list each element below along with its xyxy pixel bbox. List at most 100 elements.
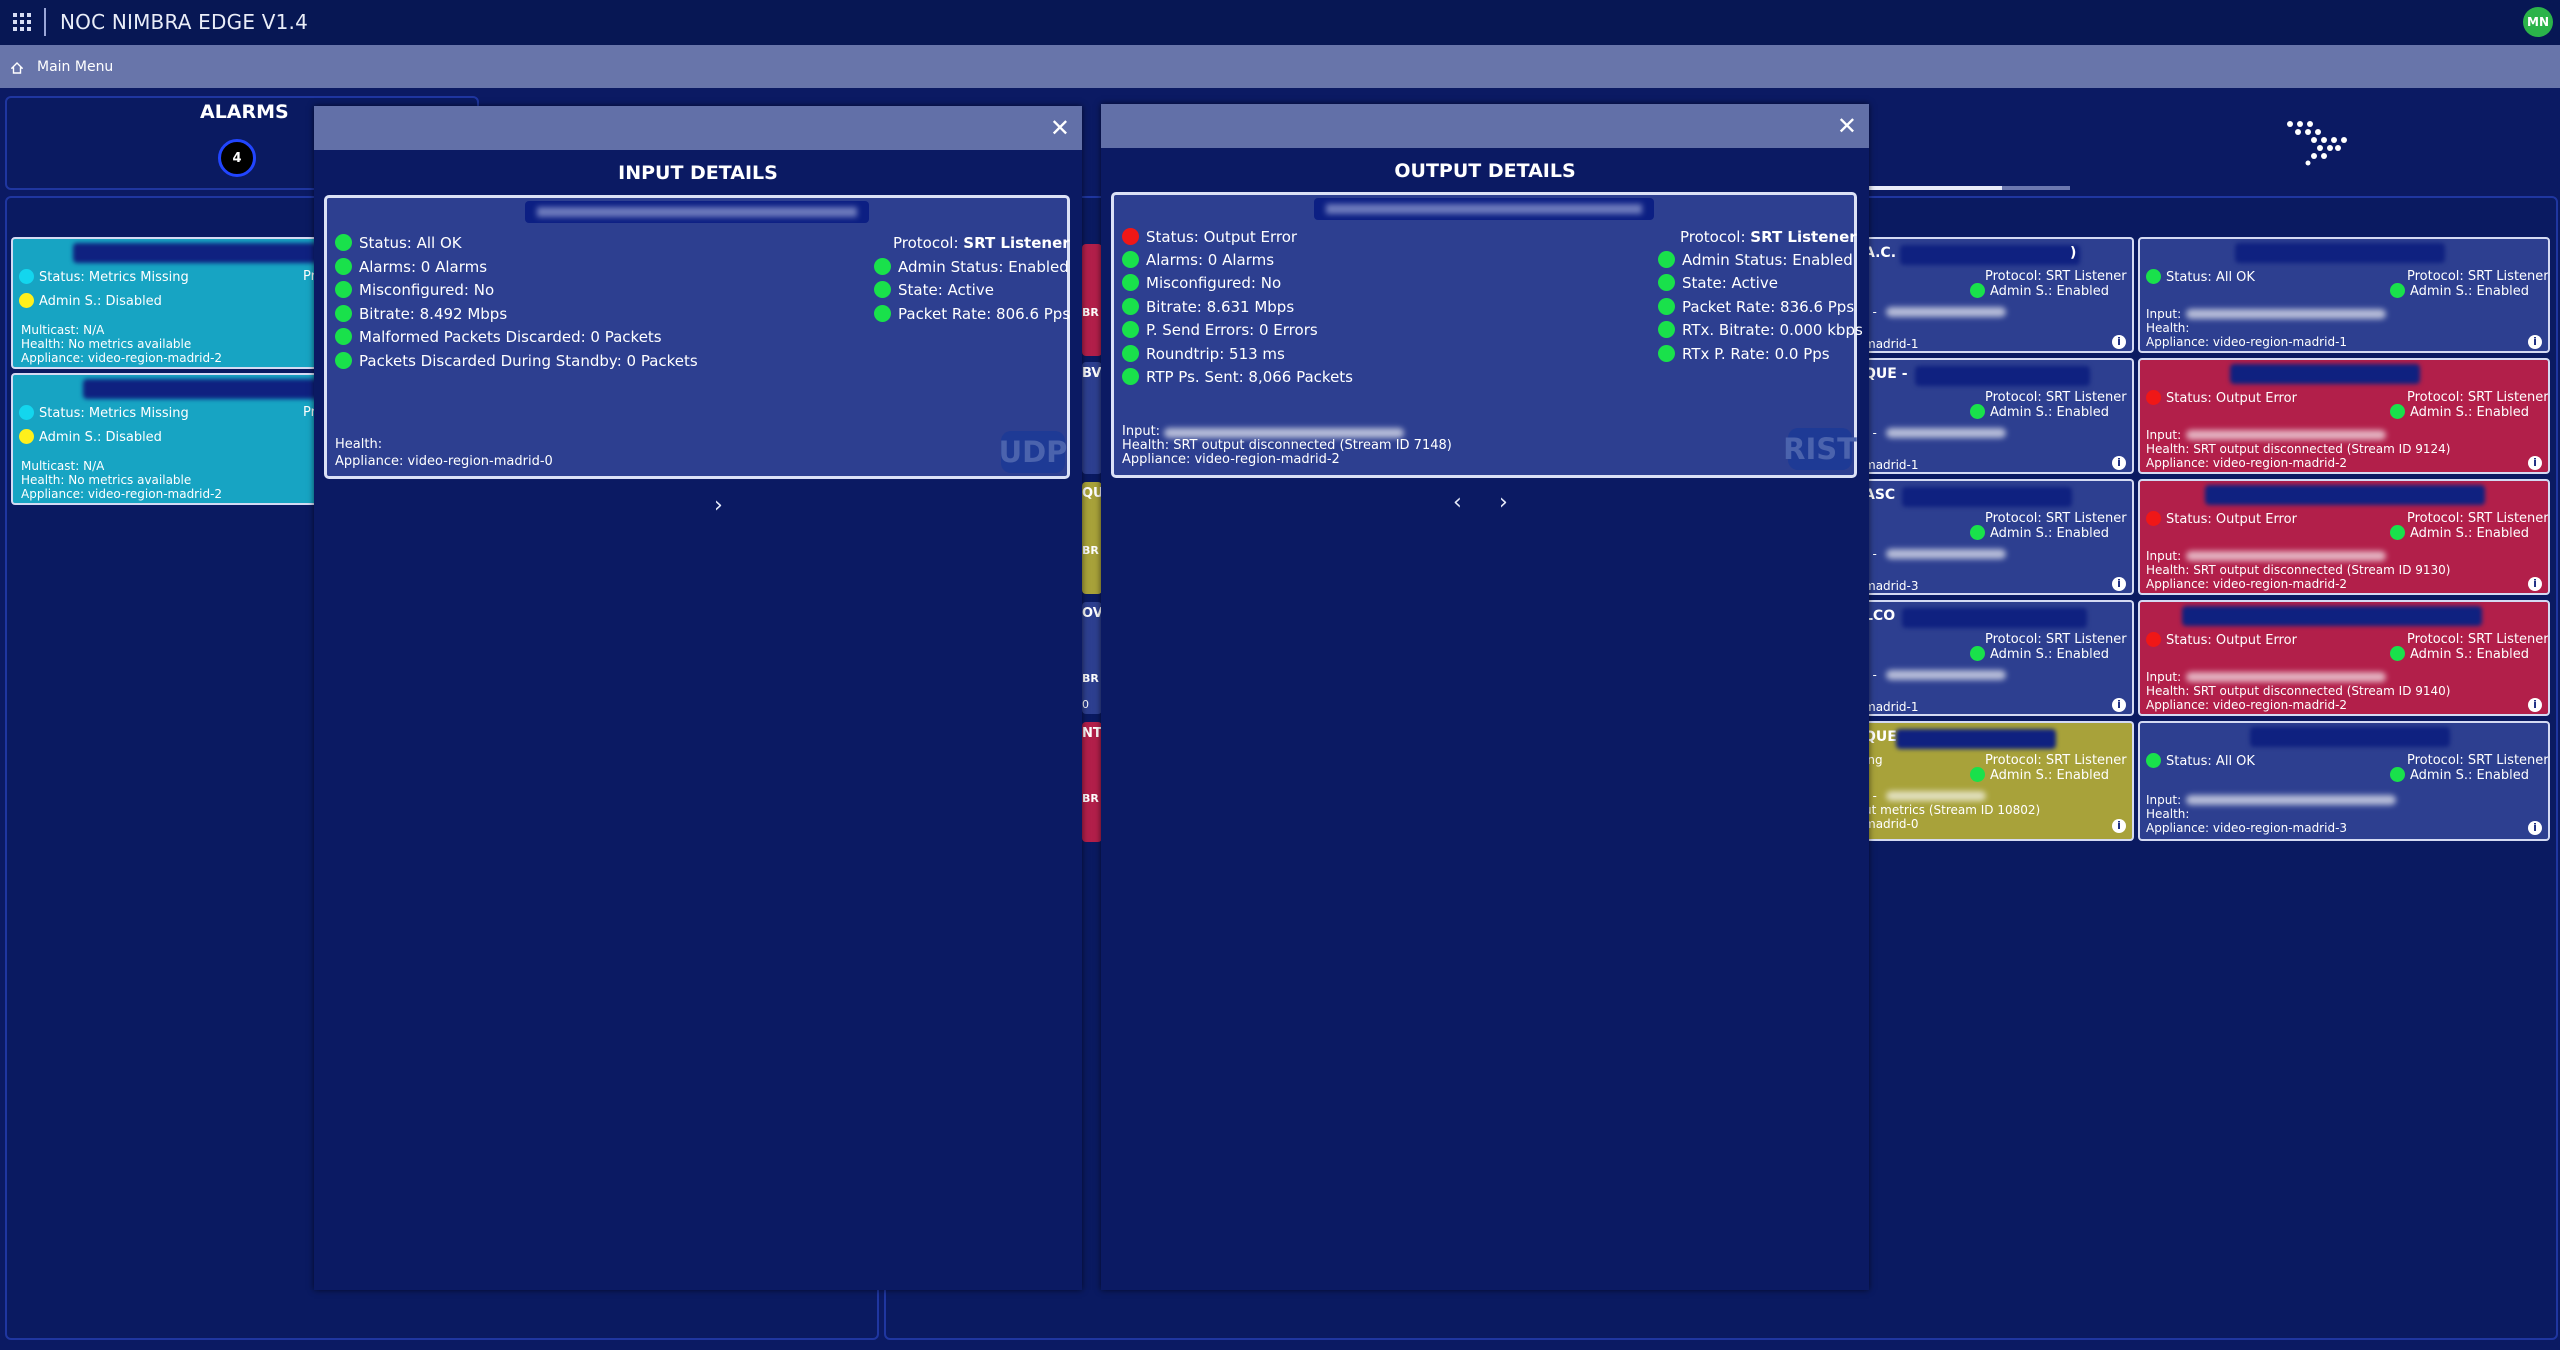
background-card-fragment: BR <box>1082 244 1102 356</box>
status-dot <box>1122 345 1139 362</box>
protocol-value: SRT Listener <box>1750 228 1857 246</box>
status-dot <box>2146 753 2161 768</box>
info-icon[interactable]: i <box>2528 698 2542 712</box>
input-details-modal: ✕ INPUT DETAILS Status: All OK Alarms: 0… <box>314 106 1082 1290</box>
input-name-bar <box>525 201 869 223</box>
health-text: Health: No metrics available <box>21 337 192 351</box>
active-tab-underline <box>1860 186 2002 190</box>
info-icon[interactable]: i <box>2528 456 2542 470</box>
admin-text: Admin S.: Enabled <box>1990 405 2109 420</box>
modal-title: OUTPUT DETAILS <box>1394 160 1576 182</box>
status-dot <box>335 328 352 345</box>
rtx-bitrate-text: RTx. Bitrate: 0.000 kbps <box>1682 321 1863 339</box>
close-icon[interactable]: ✕ <box>1049 114 1070 142</box>
user-avatar[interactable]: MN <box>2523 7 2553 37</box>
alarms-text: Alarms: 0 Alarms <box>359 258 488 276</box>
admin-dot <box>1970 767 1985 782</box>
input-text: Input: <box>1122 424 1161 439</box>
output-card[interactable]: LCO Protocol: SRT Listener Admin S.: Ena… <box>1860 600 2134 716</box>
info-icon[interactable]: i <box>2528 821 2542 835</box>
output-card[interactable]: ASC Protocol: SRT Listener Admin S.: Ena… <box>1860 479 2134 595</box>
modal-header <box>1101 104 1869 148</box>
status-dot <box>1122 251 1139 268</box>
admin-text: Admin S.: Enabled <box>1990 647 2109 662</box>
menu-bar: Main Menu <box>0 45 2560 88</box>
appliance-text: Appliance: video-region-madrid-2 <box>21 487 223 501</box>
alarms-text: Alarms: 0 Alarms <box>1146 251 1275 269</box>
next-arrow-icon[interactable]: › <box>714 493 723 518</box>
status-dot <box>1122 368 1139 385</box>
status-text: Status: Output Error <box>2166 391 2297 406</box>
appliance-text: Appliance: video-region-madrid-2 <box>2146 456 2348 470</box>
status-text: Status: All OK <box>2166 754 2255 769</box>
alarm-card[interactable]: Status: Metrics Missing Pr Admin S.: Dis… <box>11 237 321 369</box>
status-text: Status: Metrics Missing <box>39 270 189 285</box>
previous-arrow-icon[interactable]: ‹ <box>1453 490 1462 515</box>
output-card[interactable]: QUE - Protocol: SRT Listener Admin S.: E… <box>1860 358 2134 474</box>
udp-badge: UDP <box>999 431 1067 473</box>
next-arrow-icon[interactable]: › <box>1499 490 1508 515</box>
info-icon[interactable]: i <box>2528 577 2542 591</box>
protocol-text: Protocol: SRT Listener <box>1985 511 2127 526</box>
health-text: Health: <box>2146 807 2190 821</box>
output-card[interactable]: Status: All OK Protocol: SRT Listener Ad… <box>2138 721 2550 841</box>
output-card[interactable]: QUE - ing Protocol: SRT Listener Admin S… <box>1860 721 2134 841</box>
apps-grid-icon[interactable] <box>13 13 31 31</box>
status-dot <box>2146 269 2161 284</box>
admin-text: Admin S.: Enabled <box>1990 526 2109 541</box>
admin-dot <box>1970 525 1985 540</box>
output-card[interactable]: Status: Output Error Protocol: SRT Liste… <box>2138 600 2550 716</box>
admin-text: Admin S.: Enabled <box>1990 768 2109 783</box>
output-card[interactable]: A.C. ) Protocol: SRT Listener Admin S.: … <box>1860 237 2134 353</box>
appliance-text: Appliance: video-region-madrid-1 <box>2146 335 2348 349</box>
admin-dot <box>2390 525 2405 540</box>
fragment-text: BR <box>1082 792 1099 805</box>
admin-dot <box>2390 283 2405 298</box>
protocol-text: Protocol: SRT Listener <box>1985 753 2127 768</box>
background-card-fragment: BV <box>1082 362 1102 474</box>
status-dot <box>335 234 352 251</box>
bitrate-text: Bitrate: 8.492 Mbps <box>359 305 508 323</box>
home-icon[interactable] <box>11 62 23 74</box>
info-icon[interactable]: i <box>2112 456 2126 470</box>
close-icon[interactable]: ✕ <box>1836 112 1857 140</box>
main-menu-link[interactable]: Main Menu <box>37 59 114 75</box>
admin-text: Admin S.: Enabled <box>1990 284 2109 299</box>
status-dot <box>335 352 352 369</box>
standby-discard-text: Packets Discarded During Standby: 0 Pack… <box>359 352 698 370</box>
info-icon[interactable]: i <box>2528 335 2542 349</box>
admin-dot <box>1970 646 1985 661</box>
rist-badge: RIST <box>1783 428 1857 470</box>
card-title: A.C. <box>1864 245 1897 261</box>
fragment-text: 0 <box>1082 698 1089 711</box>
info-icon[interactable]: i <box>2112 335 2126 349</box>
info-icon[interactable]: i <box>2112 698 2126 712</box>
admin-text: Admin S.: Enabled <box>2410 526 2529 541</box>
input-text: Input: <box>2146 307 2182 321</box>
appliance-text: madrid-1 <box>1864 458 1919 472</box>
input-text: Input: <box>2146 793 2182 807</box>
status-text: Status: Output Error <box>2166 633 2297 648</box>
status-dot <box>335 281 352 298</box>
output-card[interactable]: Status: Output Error Protocol: SRT Liste… <box>2138 479 2550 595</box>
protocol-value: SRT Listener <box>963 234 1070 252</box>
fragment-text: OV <box>1082 606 1102 621</box>
misconfigured-text: Misconfigured: No <box>1146 274 1282 292</box>
admin-dot <box>1970 404 1985 419</box>
roundtrip-text: Roundtrip: 513 ms <box>1146 345 1285 363</box>
output-card[interactable]: Status: Output Error Protocol: SRT Liste… <box>2138 358 2550 474</box>
admin-text: Admin S.: Enabled <box>2410 405 2529 420</box>
status-dot <box>335 305 352 322</box>
appliance-text: Appliance: video-region-madrid-2 <box>21 351 223 365</box>
status-dot <box>1122 298 1139 315</box>
alarm-count-badge[interactable]: 4 <box>218 139 256 177</box>
info-icon[interactable]: i <box>2112 819 2126 833</box>
card-title: QUE - <box>1864 366 1908 382</box>
card-title-end: ) <box>2070 245 2077 261</box>
modal-header <box>314 106 1082 150</box>
status-dot <box>874 258 891 275</box>
card-title: LCO <box>1864 608 1896 624</box>
info-icon[interactable]: i <box>2112 577 2126 591</box>
alarm-card[interactable]: Status: Metrics Missing Pr Admin S.: Dis… <box>11 373 321 505</box>
output-card[interactable]: Status: All OK Protocol: SRT Listener Ad… <box>2138 237 2550 353</box>
